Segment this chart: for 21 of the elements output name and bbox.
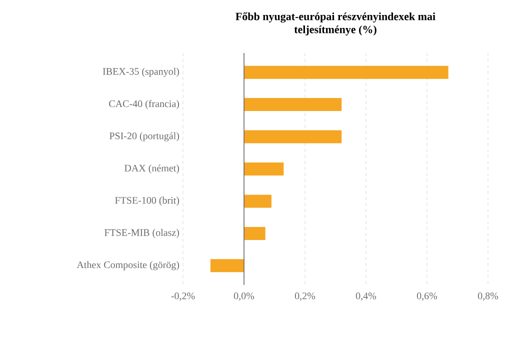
x-tick-label: 0,2% — [294, 292, 316, 301]
bar — [244, 130, 342, 144]
bar — [244, 226, 266, 240]
bar — [210, 259, 244, 272]
x-tick-label: 0,6% — [416, 292, 438, 301]
chart-title: Főbb nyugat-európai részvényindexek mai teljesítménye (%) — [236, 12, 436, 36]
bar — [244, 194, 272, 208]
x-tick-label: 0,0% — [234, 292, 254, 301]
y-tick-label: IBEX-35 (spanyol) — [102, 68, 180, 77]
y-tick-label: FTSE-MIB (olasz) — [104, 228, 180, 238]
x-tick-label: -0,2% — [171, 292, 195, 301]
y-tick-label: DAX (német) — [124, 164, 180, 174]
y-tick-label: FTSE-100 (brit) — [115, 196, 180, 206]
y-tick-label: CAC-40 (francia) — [109, 100, 180, 110]
y-tick-label: Athex Composite (görög) — [76, 261, 180, 270]
bar — [244, 66, 448, 79]
bar — [244, 162, 284, 176]
bar — [244, 98, 342, 112]
x-tick-label: 0,4% — [356, 292, 376, 301]
x-tick-label: 0,8% — [478, 292, 498, 301]
y-tick-label: PSI-20 (portugál) — [109, 132, 180, 142]
